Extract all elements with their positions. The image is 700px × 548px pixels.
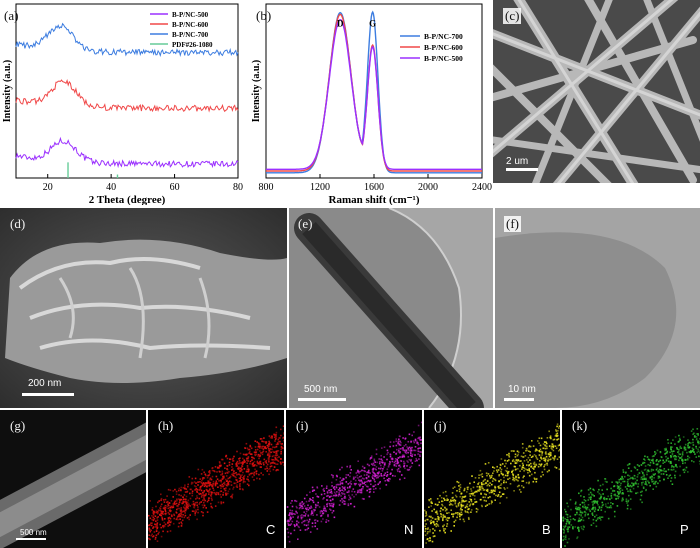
eds-map-nitrogen — [286, 410, 422, 548]
legend-label-b: B-P/NC-500 — [424, 54, 463, 63]
x-axis-label-a: 2 Theta (degree) — [89, 194, 166, 205]
sem-fiber-image — [0, 208, 287, 408]
element-label-n: N — [404, 522, 414, 537]
element-label-p: P — [680, 522, 689, 537]
legend-label-b: B-P/NC-700 — [424, 32, 463, 41]
eds-signal-band — [562, 428, 700, 547]
series-line-b — [266, 18, 482, 170]
element-label-b: B — [542, 522, 551, 537]
scale-bar-f — [504, 398, 534, 401]
series-line-a — [15, 22, 239, 57]
y-axis-label-b: Intensity (a.u.) — [251, 60, 262, 123]
scale-label-g: 500 nm — [20, 528, 47, 537]
eds-map-boron — [424, 410, 560, 548]
scale-bar-d — [22, 393, 74, 396]
y-axis-label-a: Intensity (a.u.) — [2, 60, 13, 123]
scale-bar-g — [16, 538, 46, 540]
eds-signal-band — [286, 421, 422, 543]
panel-label-j: (j) — [434, 418, 447, 433]
series-line-b — [266, 10, 482, 174]
x-tick-label-b: 2400 — [472, 182, 492, 193]
panel-label-h: (h) — [158, 418, 174, 433]
eds-map-carbon — [148, 410, 284, 548]
panel-label-b: (b) — [256, 8, 272, 23]
x-tick-label-a: 80 — [233, 182, 243, 193]
x-tick-label-a: 60 — [170, 182, 180, 193]
eds-signal-band — [148, 425, 284, 542]
scale-label-c: 2 um — [506, 156, 529, 167]
raman-chart: 800 1200 1600 2000 2400 Raman shift (cm⁻¹) Int… — [251, 3, 492, 205]
x-tick-label-b: 1600 — [364, 182, 384, 193]
panel-label-a: (a) — [4, 8, 19, 23]
x-tick-label-a: 20 — [43, 182, 53, 193]
scale-label-d: 200 nm — [28, 378, 62, 389]
legend-label-a: B-P/NC-700 — [172, 31, 209, 39]
panel-label-f: (f) — [504, 216, 521, 232]
eds-map-phosphorus — [562, 410, 700, 548]
panel-label-g: (g) — [10, 418, 26, 433]
sem-nanofibers-image — [493, 0, 700, 183]
scale-bar-c — [506, 168, 538, 171]
haadf-image — [0, 410, 146, 548]
panel-label-c: (c) — [503, 8, 522, 24]
legend-label-a: B-P/NC-500 — [172, 11, 209, 19]
panel-label-i: (i) — [296, 418, 309, 433]
xrd-chart: 20 40 60 80 2 Theta (degree) Intensity (a.u.)… — [2, 3, 243, 205]
plot-frame-a — [15, 3, 239, 179]
scale-bar-e — [298, 398, 346, 401]
x-tick-label-b: 800 — [259, 182, 274, 193]
eds-signal-band — [424, 423, 560, 544]
legend-label-a: PDF#26-1080 — [172, 41, 213, 49]
peak-label-g: G — [369, 19, 376, 29]
panel-label-d: (d) — [10, 216, 26, 231]
hrtem-image — [495, 208, 700, 408]
plot-frame-b — [265, 3, 483, 179]
x-axis-label-b: Raman shift (cm⁻¹) — [329, 194, 420, 205]
x-tick-label-b: 2000 — [418, 182, 438, 193]
element-label-c: C — [266, 522, 276, 537]
series-line-a — [15, 136, 239, 169]
x-tick-label-b: 1200 — [310, 182, 330, 193]
panel-label-e: (e) — [298, 216, 313, 231]
legend-label-a: B-P/NC-600 — [172, 21, 209, 29]
peak-label-d: D — [337, 19, 344, 29]
series-line-a — [15, 78, 239, 113]
tem-fiber-image — [289, 208, 493, 408]
x-tick-label-a: 40 — [106, 182, 116, 193]
scale-label-f: 10 nm — [508, 384, 536, 395]
legend-label-b: B-P/NC-600 — [424, 43, 463, 52]
panel-label-k: (k) — [572, 418, 588, 433]
scale-label-e: 500 nm — [304, 384, 338, 395]
